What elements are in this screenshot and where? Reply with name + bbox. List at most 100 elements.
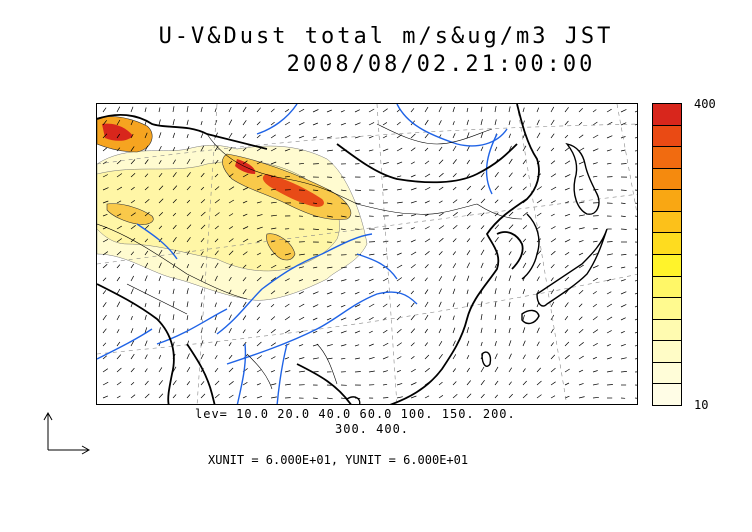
wind-vector xyxy=(368,149,374,152)
wind-vector xyxy=(550,119,555,126)
legend-swatch xyxy=(652,232,682,255)
wind-vector xyxy=(550,277,554,282)
wind-vector xyxy=(592,121,598,126)
wind-vector xyxy=(578,252,584,256)
wind-vector xyxy=(438,146,443,152)
wind-vector xyxy=(494,301,497,308)
wind-vector xyxy=(270,188,276,191)
wind-vector-field xyxy=(102,106,637,400)
wind-vector xyxy=(228,186,235,191)
wind-vector xyxy=(116,213,122,217)
wind-vector xyxy=(256,201,262,204)
wind-vector xyxy=(424,277,428,282)
wind-vector xyxy=(144,368,148,373)
wind-vector xyxy=(466,327,469,334)
wind-vector xyxy=(340,122,347,126)
wind-vector xyxy=(480,225,485,230)
wind-vector xyxy=(494,340,497,347)
wind-vector xyxy=(102,200,109,204)
wind-vector xyxy=(634,123,637,126)
wind-vector xyxy=(564,187,570,191)
wind-vector xyxy=(564,252,570,256)
wind-vector xyxy=(480,301,483,308)
wind-vector xyxy=(312,330,318,334)
wind-vector xyxy=(494,106,497,113)
wind-vector xyxy=(144,303,147,308)
wind-vector xyxy=(130,275,135,282)
wind-vector xyxy=(368,290,375,295)
wind-vector xyxy=(186,119,189,126)
wind-vector xyxy=(200,302,203,308)
wind-vector xyxy=(550,213,555,217)
wind-vector xyxy=(508,288,511,295)
wind-vector xyxy=(494,288,497,295)
wind-vector xyxy=(522,173,527,178)
wind-vector xyxy=(536,367,541,373)
wind-vector xyxy=(200,172,205,178)
wind-vector xyxy=(410,356,415,360)
wind-vector xyxy=(606,370,613,373)
wind-vector xyxy=(620,254,627,256)
wind-vector xyxy=(340,202,347,205)
wind-vector xyxy=(242,213,248,217)
wind-vector xyxy=(144,132,148,139)
wind-vector xyxy=(522,380,527,386)
wind-vector xyxy=(410,239,416,243)
wind-vector xyxy=(634,345,637,347)
wind-vector xyxy=(158,212,164,217)
wind-vector xyxy=(508,340,512,347)
wind-vector xyxy=(634,358,637,360)
legend-swatch xyxy=(652,361,682,385)
wind-vector xyxy=(424,354,430,360)
wind-vector xyxy=(494,328,497,334)
wind-vector xyxy=(508,381,512,386)
wind-vector xyxy=(214,225,219,230)
wind-vector xyxy=(326,136,333,139)
legend-swatch xyxy=(652,318,682,342)
wind-vector xyxy=(144,225,150,230)
wind-vector xyxy=(284,121,291,126)
wind-vector xyxy=(214,367,219,373)
rivers xyxy=(97,104,508,404)
wind-vector xyxy=(550,200,556,204)
wind-vector xyxy=(592,396,599,399)
wind-vector xyxy=(410,290,414,295)
wind-vector xyxy=(564,120,569,126)
wind-vector xyxy=(620,266,626,269)
wind-vector xyxy=(116,106,121,113)
wind-vector xyxy=(508,224,514,230)
wind-vector xyxy=(186,301,189,308)
wind-vector xyxy=(214,380,220,386)
wind-vector xyxy=(256,383,261,386)
wind-vector xyxy=(396,175,402,178)
wind-vector xyxy=(186,288,189,295)
wind-vector xyxy=(172,106,175,113)
wind-vector xyxy=(634,137,637,139)
wind-vector xyxy=(172,146,176,152)
wind-vector xyxy=(158,172,163,178)
wind-vector xyxy=(466,159,470,165)
wind-vector xyxy=(578,369,584,373)
wind-vector xyxy=(340,292,346,295)
wind-vector xyxy=(592,329,599,334)
wind-vector xyxy=(144,186,149,191)
wind-vector xyxy=(606,278,612,282)
wind-vector xyxy=(452,199,458,204)
wind-vector xyxy=(424,160,430,165)
wind-vector xyxy=(158,314,161,321)
wind-vector xyxy=(116,186,123,191)
wind-vector xyxy=(298,266,304,269)
wind-vector xyxy=(452,327,456,334)
wind-vector xyxy=(312,215,319,218)
wind-vector xyxy=(270,304,275,308)
wind-vector xyxy=(116,119,121,126)
wind-vector xyxy=(242,289,247,295)
legend-max-label: 400 xyxy=(694,97,716,111)
contour-levels-line1: lev= 10.0 20.0 40.0 60.0 100. 150. 200. xyxy=(195,407,516,421)
wind-vector xyxy=(130,146,135,152)
wind-vector xyxy=(354,149,360,152)
wind-vector xyxy=(634,305,637,308)
wind-vector xyxy=(158,107,161,113)
wind-vector xyxy=(438,200,443,204)
wind-vector xyxy=(508,133,511,139)
